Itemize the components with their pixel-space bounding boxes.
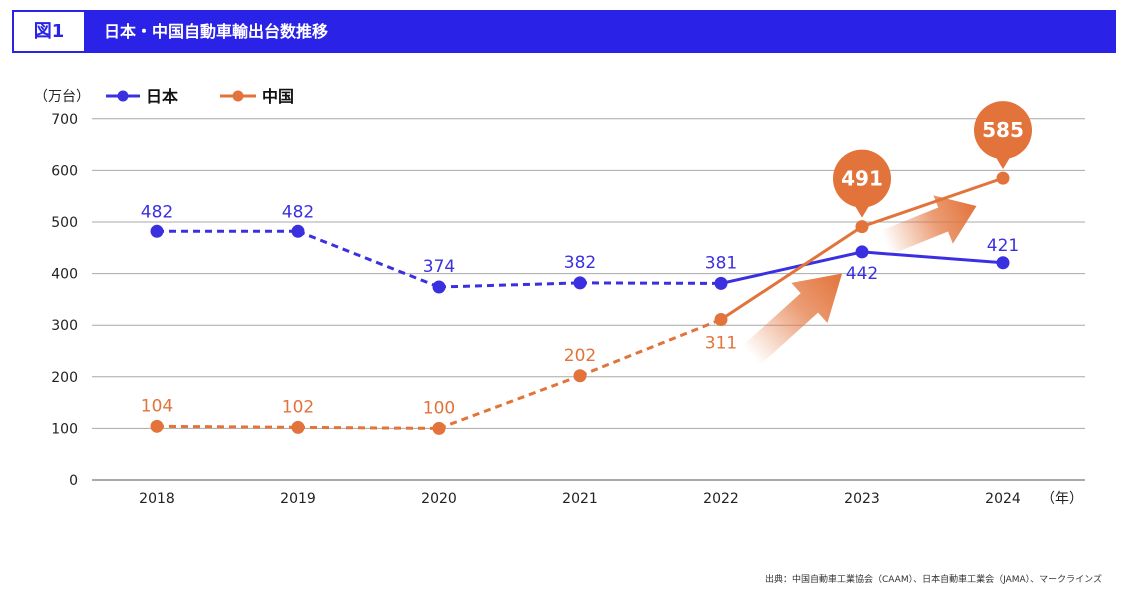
figure-header: 図1 日本・中国自動車輸出台数推移 — [12, 10, 1116, 53]
line-japan-2023-2024 — [861, 250, 1004, 265]
series-points — [150, 171, 1010, 435]
data-label-china-2022: 311 — [705, 334, 737, 354]
point-china-2019 — [291, 420, 305, 434]
line-china-2021-2022 — [579, 318, 722, 378]
series-lines — [156, 176, 1004, 430]
data-label-china-2021: 202 — [564, 346, 596, 366]
line-japan-2020-2021 — [438, 281, 581, 289]
point-japan-2018 — [150, 224, 164, 238]
x-tick-label-2019: 2019 — [280, 491, 316, 507]
data-label-china-2024: 585 — [982, 118, 1024, 142]
x-tick-label-2020: 2020 — [421, 491, 457, 507]
point-japan-2020 — [432, 280, 446, 294]
point-china-2022 — [714, 313, 728, 327]
point-japan-2022 — [714, 276, 728, 290]
y-tick-label-200: 200 — [51, 370, 78, 386]
point-china-2018 — [150, 419, 164, 433]
line-china-2022-2023 — [720, 225, 863, 321]
data-label-japan-2023: 442 — [846, 264, 878, 284]
figure-title: 日本・中国自動車輸出台数推移 — [104, 22, 329, 41]
legend-china-label: 中国 — [262, 87, 294, 106]
x-tick-label-2021: 2021 — [562, 491, 598, 507]
point-japan-2023 — [855, 245, 869, 259]
x-tick-label-2018: 2018 — [139, 491, 175, 507]
line-japan-2022-2023 — [720, 250, 863, 285]
legend-china-marker — [232, 90, 244, 102]
data-label-japan-2024: 421 — [987, 236, 1019, 256]
point-china-2020 — [432, 421, 446, 435]
point-china-2024 — [996, 171, 1010, 185]
x-axis-ticks: 2018 2019 2020 2021 2022 2023 2024 — [139, 491, 1021, 507]
y-tick-label-600: 600 — [51, 163, 78, 179]
data-label-china-2020: 100 — [423, 398, 455, 418]
point-japan-2021 — [573, 276, 587, 290]
highlight-bubbles — [833, 101, 1032, 218]
data-label-china-2018: 104 — [141, 396, 173, 416]
x-tick-label-2022: 2022 — [703, 491, 739, 507]
data-label-japan-2020: 374 — [423, 257, 455, 277]
source-note: 出典：中国自動車工業協会（CAAM）、日本自動車工業会（JAMA）、マークライン… — [764, 575, 1102, 585]
line-china-2020-2021 — [438, 374, 581, 430]
data-labels: 482 482 374 382 381 442 421 104 102 100 202 311 491 5… — [141, 118, 1024, 418]
grid-lines — [92, 118, 1085, 481]
point-china-2021 — [573, 369, 587, 383]
line-china-2018-2019 — [156, 424, 299, 429]
line-japan-2019-2020 — [297, 229, 440, 289]
y-tick-label-0: 0 — [69, 473, 78, 489]
y-tick-label-700: 700 — [51, 112, 78, 128]
y-tick-label-400: 400 — [51, 267, 78, 283]
trend-arrows — [742, 195, 977, 365]
x-tick-label-2023: 2023 — [844, 491, 880, 507]
trend-arrow-2023-2024 — [880, 195, 977, 255]
x-unit-label: （年） — [1041, 491, 1083, 507]
data-label-japan-2021: 382 — [564, 253, 596, 273]
line-china-2023-2024 — [861, 176, 1004, 229]
data-label-japan-2018: 482 — [141, 202, 173, 222]
data-label-japan-2019: 482 — [282, 202, 314, 222]
trend-arrow-2022-2023 — [742, 273, 843, 365]
y-axis-ticks: 0 100 200 300 400 500 600 700 — [51, 112, 78, 489]
data-label-china-2019: 102 — [282, 397, 314, 417]
legend-japan-marker — [117, 90, 129, 102]
point-japan-2019 — [291, 224, 305, 238]
line-japan-2021-2022 — [579, 281, 722, 285]
y-tick-label-100: 100 — [51, 421, 78, 437]
legend: 日本 中国 — [106, 87, 294, 106]
x-tick-label-2024: 2024 — [985, 491, 1021, 507]
y-unit-label: （万台） — [34, 89, 90, 105]
legend-japan-label: 日本 — [146, 87, 178, 106]
bubble-china-2024 — [974, 101, 1032, 160]
point-japan-2024 — [996, 256, 1010, 270]
data-label-japan-2022: 381 — [705, 253, 737, 273]
point-china-2023 — [855, 220, 869, 234]
y-tick-label-300: 300 — [51, 318, 78, 334]
figure-label: 図1 — [12, 10, 86, 53]
y-tick-label-500: 500 — [51, 215, 78, 231]
bubble-china-2023 — [833, 149, 891, 208]
data-label-china-2023: 491 — [841, 167, 883, 191]
